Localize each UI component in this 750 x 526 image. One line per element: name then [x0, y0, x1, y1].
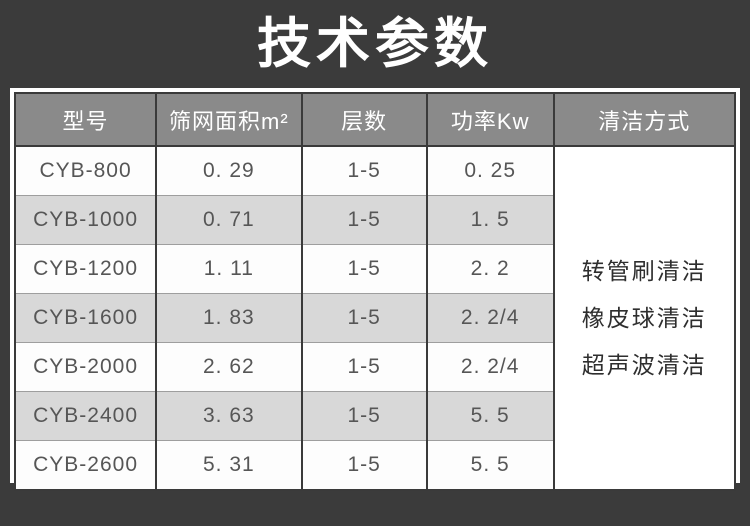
- power-cell: 5. 5: [425, 440, 554, 490]
- area-cell: 1. 11: [155, 244, 302, 294]
- area-cell: 2. 62: [155, 342, 302, 392]
- header-cell-model: 型号: [15, 93, 157, 147]
- cleaning-method-line: 转管刷清洁: [581, 257, 707, 284]
- layers-cell: 1-5: [300, 391, 427, 441]
- table-row: CYB-1000 0. 71 1-5 1. 5: [15, 195, 735, 245]
- layers-cell: 1-5: [300, 293, 427, 343]
- title-bar: 技术参数: [0, 0, 750, 88]
- model-cell: CYB-2600: [15, 440, 157, 490]
- table-row: CYB-2400 3. 63 1-5 5. 5: [15, 391, 735, 441]
- area-cell: 0. 29: [155, 146, 302, 196]
- model-cell: CYB-1000: [15, 195, 157, 245]
- power-cell: 2. 2/4: [425, 342, 554, 392]
- model-cell: CYB-1200: [15, 244, 157, 294]
- layers-cell: 1-5: [300, 440, 427, 490]
- header-cell-area: 筛网面积m²: [155, 93, 302, 147]
- table-row: CYB-800 0. 29 1-5 0. 25 转管刷清洁 橡皮球清洁 超声波清…: [15, 146, 735, 490]
- table-row: CYB-2600 5. 31 1-5 5. 5: [15, 440, 735, 490]
- cleaning-method-line: 橡皮球清洁: [581, 304, 707, 331]
- page-title: 技术参数: [257, 14, 493, 74]
- layers-cell: 1-5: [300, 244, 427, 294]
- layers-cell: 1-5: [300, 146, 427, 196]
- table-row: CYB-1600 1. 83 1-5 2. 2/4: [15, 293, 735, 343]
- table-row: CYB-2000 2. 62 1-5 2. 2/4: [15, 342, 735, 392]
- spec-table: 型号 筛网面积m² 层数 功率Kw 清洁方式 CYB-800 0. 29 1-5…: [14, 92, 736, 491]
- table-row: CYB-1200 1. 11 1-5 2. 2: [15, 244, 735, 294]
- area-cell: 5. 31: [155, 440, 302, 490]
- model-cell: CYB-1600: [15, 293, 157, 343]
- table-header: 型号 筛网面积m² 层数 功率Kw 清洁方式: [15, 93, 735, 147]
- power-cell: 2. 2: [425, 244, 554, 294]
- power-cell: 0. 25: [425, 146, 554, 196]
- layers-cell: 1-5: [300, 195, 427, 245]
- area-cell: 3. 63: [155, 391, 302, 441]
- power-cell: 1. 5: [425, 195, 554, 245]
- layers-cell: 1-5: [300, 342, 427, 392]
- model-cell: CYB-800: [15, 146, 157, 196]
- spec-table-frame: 型号 筛网面积m² 层数 功率Kw 清洁方式 CYB-800 0. 29 1-5…: [10, 88, 740, 491]
- cleaning-method-line: 超声波清洁: [581, 351, 707, 378]
- power-cell: 2. 2/4: [425, 293, 554, 343]
- model-cell: CYB-2000: [15, 342, 157, 392]
- header-cell-cleaning: 清洁方式: [552, 93, 735, 147]
- header-row: 型号 筛网面积m² 层数 功率Kw 清洁方式: [15, 93, 735, 147]
- header-cell-layers: 层数: [300, 93, 427, 147]
- area-cell: 1. 83: [155, 293, 302, 343]
- table-body: CYB-800 0. 29 1-5 0. 25 转管刷清洁 橡皮球清洁 超声波清…: [15, 146, 735, 490]
- header-cell-power: 功率Kw: [425, 93, 554, 147]
- area-cell: 0. 71: [155, 195, 302, 245]
- power-cell: 5. 5: [425, 391, 554, 441]
- model-cell: CYB-2400: [15, 391, 157, 441]
- cleaning-methods-cell: 转管刷清洁 橡皮球清洁 超声波清洁: [552, 146, 735, 490]
